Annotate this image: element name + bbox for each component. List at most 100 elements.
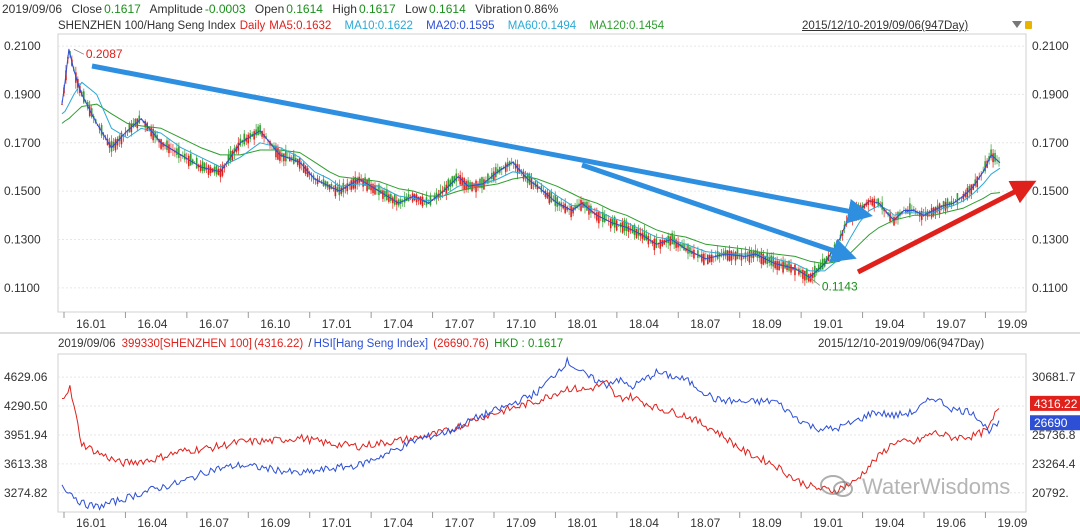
compare-x-tick-label: 19.01 bbox=[813, 516, 843, 530]
candle-body bbox=[491, 172, 493, 179]
compare-y-tick-left: 3613.38 bbox=[4, 457, 48, 471]
candle-body bbox=[447, 179, 450, 191]
candle-body bbox=[354, 177, 356, 189]
candle-body bbox=[689, 247, 691, 254]
candle-body bbox=[877, 198, 879, 206]
high-label: High bbox=[332, 2, 357, 16]
candle-body bbox=[207, 165, 210, 175]
candle-body bbox=[279, 151, 281, 161]
candle-body bbox=[334, 184, 337, 197]
legend-ma120: MA120:0.1454 bbox=[589, 20, 665, 32]
candle-body bbox=[611, 218, 614, 226]
candle-body bbox=[388, 194, 390, 202]
candle-body bbox=[130, 124, 133, 133]
candle-body bbox=[390, 194, 392, 201]
candle-body bbox=[199, 164, 202, 171]
candle-body bbox=[944, 201, 947, 211]
range-selector[interactable]: 2015/12/10-2019/09/06(947Day) bbox=[802, 20, 969, 32]
candle-body bbox=[372, 184, 374, 194]
candle-body bbox=[609, 218, 612, 229]
candle-body bbox=[213, 166, 216, 173]
candle-body bbox=[378, 184, 380, 196]
candle-body bbox=[802, 269, 804, 279]
lock-icon[interactable] bbox=[1025, 21, 1032, 29]
price-x-tick-label: 19.07 bbox=[936, 317, 966, 331]
candle-body bbox=[556, 197, 559, 207]
compare-range: 2015/12/10-2019/09/06(947Day) bbox=[818, 338, 985, 350]
price-x-tick-label: 17.01 bbox=[322, 317, 352, 331]
candle-body bbox=[665, 238, 668, 243]
price-y-tick-right: 0.1700 bbox=[1032, 136, 1069, 150]
price-y-tick-right: 0.1500 bbox=[1032, 184, 1069, 198]
candle-body bbox=[661, 240, 664, 247]
candle-body bbox=[584, 202, 586, 208]
price-line bbox=[61, 48, 1001, 278]
candle-body bbox=[623, 219, 626, 231]
end-label-box-blue bbox=[1030, 415, 1080, 431]
vibration-value: 0.86% bbox=[524, 2, 559, 16]
candle-body bbox=[570, 205, 572, 218]
ma-legend: SHENZHEN 100/Hang Seng Index Daily MA5:0.1… bbox=[58, 20, 674, 32]
quote-header: 2019/09/06 Close 0.1617 Amplitude -0.0003 … bbox=[2, 2, 564, 16]
candle-body bbox=[708, 255, 711, 263]
candle-body bbox=[469, 182, 471, 189]
candle-body bbox=[504, 163, 507, 172]
candle-body bbox=[772, 256, 774, 267]
candle-body bbox=[229, 150, 232, 162]
candle-body bbox=[203, 163, 206, 171]
candle-body bbox=[187, 155, 190, 167]
candle-body bbox=[625, 221, 628, 231]
annotation-label: 0.2087 bbox=[86, 47, 123, 61]
candle-body bbox=[897, 212, 899, 219]
high-value: 0.1617 bbox=[358, 2, 396, 16]
candle-body bbox=[421, 196, 424, 207]
candle-body bbox=[716, 251, 719, 259]
candle-body bbox=[304, 165, 307, 175]
candle-body bbox=[285, 149, 287, 162]
dropdown-arrow-icon[interactable] bbox=[1012, 21, 1022, 28]
hsi-line bbox=[61, 356, 1000, 511]
candle-body bbox=[330, 184, 333, 190]
candle-body bbox=[368, 177, 370, 190]
candle-body bbox=[881, 202, 883, 210]
compare-x-tick-label: 18.04 bbox=[629, 516, 659, 530]
candle-body bbox=[516, 164, 519, 174]
annotation-label: 0.1143 bbox=[822, 279, 858, 293]
candle-body bbox=[296, 159, 299, 166]
candle-body bbox=[710, 254, 713, 262]
candle-body bbox=[687, 244, 689, 254]
compare-panel-border bbox=[57, 353, 1027, 513]
compare-y-tick-left: 3274.82 bbox=[4, 486, 48, 500]
candle-body bbox=[356, 178, 358, 184]
low-label: Low bbox=[405, 2, 428, 16]
candle-body bbox=[782, 261, 784, 273]
candle-body bbox=[397, 199, 400, 206]
candle-body bbox=[110, 140, 113, 152]
amplitude-label: Amplitude bbox=[149, 2, 203, 16]
legend-ma10: MA10:0.1622 bbox=[344, 20, 413, 32]
candle-body bbox=[918, 211, 921, 217]
candle-body bbox=[306, 167, 309, 177]
candle-body bbox=[392, 197, 394, 204]
price-y-tick-right: 0.1900 bbox=[1032, 87, 1069, 101]
candle-body bbox=[804, 270, 806, 281]
candle-body bbox=[328, 184, 331, 190]
chart-frame bbox=[0, 33, 1080, 513]
candle-body bbox=[403, 196, 406, 203]
candle-body bbox=[893, 217, 895, 226]
candle-body bbox=[992, 153, 994, 163]
price-y-ticks: 0.2100 0.2100 0.1900 0.1900 0.1700 0.1700 0.15… bbox=[4, 39, 1069, 295]
candle-body bbox=[740, 253, 743, 261]
candle-body bbox=[534, 181, 537, 188]
candle-body bbox=[100, 124, 103, 136]
compare-y-tick-left: 4290.50 bbox=[4, 399, 48, 413]
candle-body bbox=[364, 177, 366, 186]
compare-x-tick-label: 19.04 bbox=[875, 516, 905, 530]
candle-body bbox=[522, 171, 525, 180]
annotation-leader bbox=[809, 277, 821, 286]
candle-body bbox=[540, 185, 543, 193]
candle-body bbox=[471, 182, 473, 192]
compare-value1: (4316.22) bbox=[253, 338, 304, 350]
candle-body bbox=[479, 178, 481, 188]
